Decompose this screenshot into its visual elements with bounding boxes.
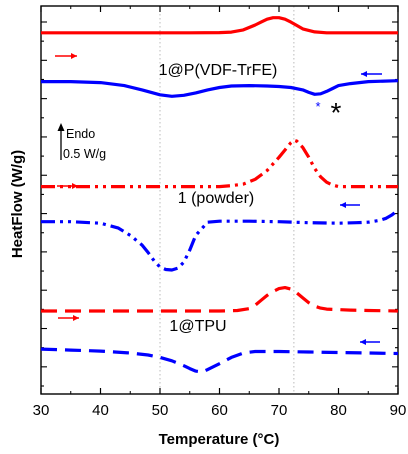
heating-arrow-1-head bbox=[71, 53, 77, 59]
series-line-1 bbox=[41, 79, 399, 98]
annotation-asterisk-large: * bbox=[331, 97, 342, 128]
heating-arrow-2-head bbox=[72, 183, 78, 189]
group-label-1: 1 (powder) bbox=[178, 190, 254, 207]
x-tick-label-2: 50 bbox=[152, 402, 169, 419]
series-line-0 bbox=[41, 16, 398, 35]
heating-arrow-3-head bbox=[73, 315, 79, 321]
scale-bar: Endo 0.5 W/g bbox=[57, 123, 106, 161]
cooling-arrow-2 bbox=[340, 202, 360, 208]
heating-arrow-2 bbox=[57, 183, 78, 189]
cooling-arrow-1 bbox=[361, 71, 382, 77]
x-tick-label-1: 40 bbox=[92, 402, 109, 419]
x-tick-label-4: 70 bbox=[271, 402, 288, 419]
cooling-arrow-3 bbox=[360, 339, 380, 345]
scale-bar-endo-label: Endo bbox=[66, 127, 95, 141]
series-line-3 bbox=[41, 208, 400, 272]
scale-bar-value-label: 0.5 W/g bbox=[63, 147, 106, 161]
cooling-arrow-3-head bbox=[360, 339, 366, 345]
heating-arrow-1 bbox=[55, 53, 77, 59]
series-line-4 bbox=[41, 286, 399, 313]
x-axis-label: Temperature (°C) bbox=[159, 431, 280, 448]
series-line-5 bbox=[40, 347, 399, 374]
cooling-arrow-1-head bbox=[361, 71, 367, 77]
x-tick-label-6: 90 bbox=[390, 402, 407, 419]
x-tick-label-3: 60 bbox=[211, 402, 228, 419]
cooling-arrow-2-head bbox=[340, 202, 346, 208]
annotation-asterisk-small: * bbox=[315, 99, 320, 114]
x-tick-label-5: 80 bbox=[330, 402, 347, 419]
group-label-2: 1@TPU bbox=[169, 318, 226, 335]
x-tick-label-0: 30 bbox=[33, 402, 50, 419]
scale-bar-arrowhead bbox=[57, 123, 65, 131]
group-label-0: 1@P(VDF-TrFE) bbox=[159, 62, 278, 79]
heating-arrow-3 bbox=[58, 315, 79, 321]
y-axis-label: HeatFlow (W/g) bbox=[9, 150, 26, 258]
